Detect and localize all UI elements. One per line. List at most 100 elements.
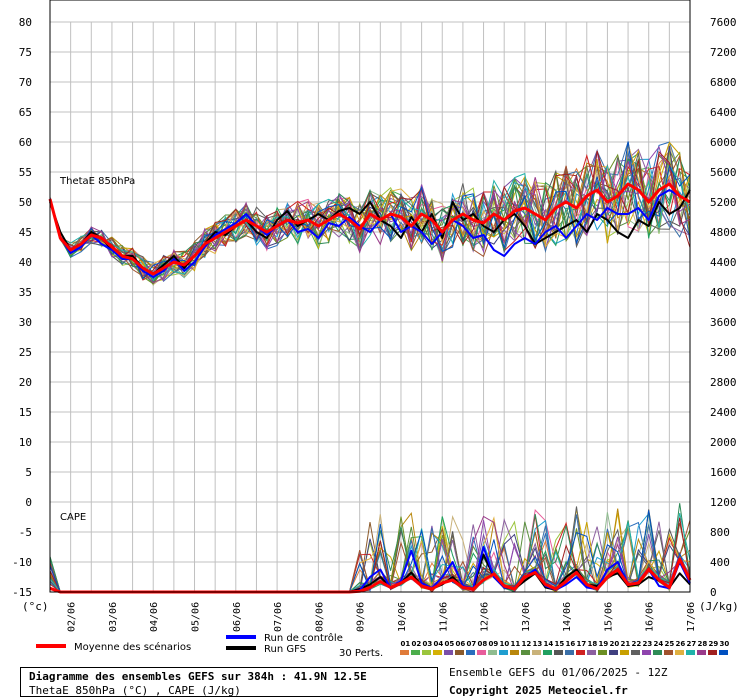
pert-thetae-line	[49, 156, 691, 281]
control-thetae-line	[49, 189, 691, 278]
pert-legend-id: 21	[621, 640, 631, 648]
left-tick-label: -10	[12, 556, 32, 569]
pert-legend-id: 20	[610, 640, 620, 648]
right-tick-label: 5600	[710, 166, 737, 179]
pert-legend-swatch	[433, 650, 442, 655]
main-series-lines	[48, 182, 692, 594]
right-tick-label: 2400	[710, 406, 737, 419]
left-tick-label: 10	[19, 436, 32, 449]
x-tick-label: 15/06	[603, 602, 614, 632]
pert-legend-swatch	[444, 650, 453, 655]
x-tick-label: 02/06	[67, 602, 78, 632]
pert-legend-swatch	[620, 650, 629, 655]
x-tick-label: 09/06	[356, 602, 367, 632]
pert-legend-swatch	[499, 650, 508, 655]
x-tick-label: 12/06	[480, 602, 491, 632]
chart-title: Diagramme des ensembles GEFS sur 384h : …	[29, 670, 367, 683]
pert-legend-swatch	[642, 650, 651, 655]
pert-legend-swatch	[400, 650, 409, 655]
x-tick-label: 07/06	[273, 602, 284, 632]
pert-legend-id: 09	[489, 640, 499, 648]
mean-thetae-line	[48, 182, 691, 276]
left-tick-label: 15	[19, 406, 32, 419]
x-tick-label: 13/06	[521, 602, 532, 632]
right-tick-label: 6400	[710, 106, 737, 119]
x-tick-label: 10/06	[397, 602, 408, 632]
left-tick-label: 55	[19, 166, 32, 179]
x-tick-label: 14/06	[562, 602, 573, 632]
left-tick-label: 65	[19, 106, 32, 119]
right-tick-label: 7600	[710, 16, 737, 29]
x-tick-label: 04/06	[149, 602, 160, 632]
pert-legend-id: 13	[533, 640, 543, 648]
pert-legend-swatch	[488, 650, 497, 655]
pert-legend-id: 10	[500, 640, 510, 648]
pert-legend-swatch	[719, 650, 728, 655]
right-tick-label: 5200	[710, 196, 737, 209]
pert-legend-swatch	[598, 650, 607, 655]
pert-legend-id: 25	[665, 640, 675, 648]
pert-legend-id: 16	[566, 640, 576, 648]
left-tick-label: 60	[19, 136, 32, 149]
pert-legend-id: 26	[676, 640, 686, 648]
pert-legend-id: 03	[423, 640, 433, 648]
right-tick-label: 4800	[710, 226, 737, 239]
pert-legend-swatch	[708, 650, 717, 655]
gefs-ensemble-chart: 80757065605550454035302520151050-5-10-15…	[12, 0, 739, 659]
right-tick-label: 3600	[710, 316, 737, 329]
right-tick-label: 0	[710, 586, 717, 599]
pert-legend-id: 18	[588, 640, 598, 648]
pert-legend-id: 29	[709, 640, 719, 648]
pert-legend-id: 05	[445, 640, 455, 648]
pert-legend-id: 07	[467, 640, 477, 648]
pert-legend-id: 28	[698, 640, 708, 648]
cape-panel-label: CAPE	[60, 512, 86, 523]
pert-legend-id: 24	[654, 640, 664, 648]
pert-legend-swatch	[587, 650, 596, 655]
right-tick-label: 1200	[710, 496, 737, 509]
pert-legend-swatch	[675, 650, 684, 655]
x-tick-label: 06/06	[232, 602, 243, 632]
left-tick-label: 45	[19, 226, 32, 239]
pert-thetae-line	[49, 151, 691, 284]
pert-legend-id: 11	[511, 640, 521, 648]
pert-legend-id: 14	[544, 640, 554, 648]
left-tick-label: 70	[19, 76, 32, 89]
legend-gfs-label: Run GFS	[264, 644, 306, 655]
left-tick-label: 20	[19, 376, 32, 389]
pert-legend-id: 04	[434, 640, 444, 648]
pert-legend-id: 06	[456, 640, 466, 648]
chart-axes: 80757065605550454035302520151050-5-10-15…	[12, 0, 737, 632]
pert-legend-swatch	[664, 650, 673, 655]
right-axis-unit: (J/kg)	[699, 600, 739, 613]
pert-legend-swatch	[521, 650, 530, 655]
pert-legend-swatch	[686, 650, 695, 655]
x-tick-label: 08/06	[314, 602, 325, 632]
left-tick-label: 25	[19, 346, 32, 359]
pert-legend-swatch	[477, 650, 486, 655]
copyright: Copyright 2025 Meteociel.fr	[449, 684, 628, 697]
left-tick-label: 5	[25, 466, 32, 479]
pert-legend-id: 23	[643, 640, 653, 648]
legend-mean-label: Moyenne des scénarios	[74, 641, 191, 653]
pert-legend-id: 02	[412, 640, 422, 648]
pert-legend-swatch	[532, 650, 541, 655]
right-tick-label: 7200	[710, 46, 737, 59]
right-tick-label: 6000	[710, 136, 737, 149]
left-tick-label: 30	[19, 316, 32, 329]
pert-legend-id: 12	[522, 640, 532, 648]
pert-legend-swatch	[510, 650, 519, 655]
pert-legend-swatch	[411, 650, 420, 655]
pert-legend-swatch	[631, 650, 640, 655]
plot-frame	[49, 0, 691, 593]
pert-legend-id: 30	[720, 640, 730, 648]
thetae-panel-label: ThetaE 850hPa	[59, 176, 135, 187]
legend-perts-label: 30 Perts.	[339, 648, 383, 659]
right-tick-label: 4400	[710, 256, 737, 269]
pert-legend-id: 08	[478, 640, 488, 648]
right-tick-label: 400	[710, 556, 730, 569]
pert-legend-id: 15	[555, 640, 565, 648]
right-tick-label: 2800	[710, 376, 737, 389]
perturbation-lines	[49, 141, 691, 594]
pert-legend-id: 17	[577, 640, 587, 648]
